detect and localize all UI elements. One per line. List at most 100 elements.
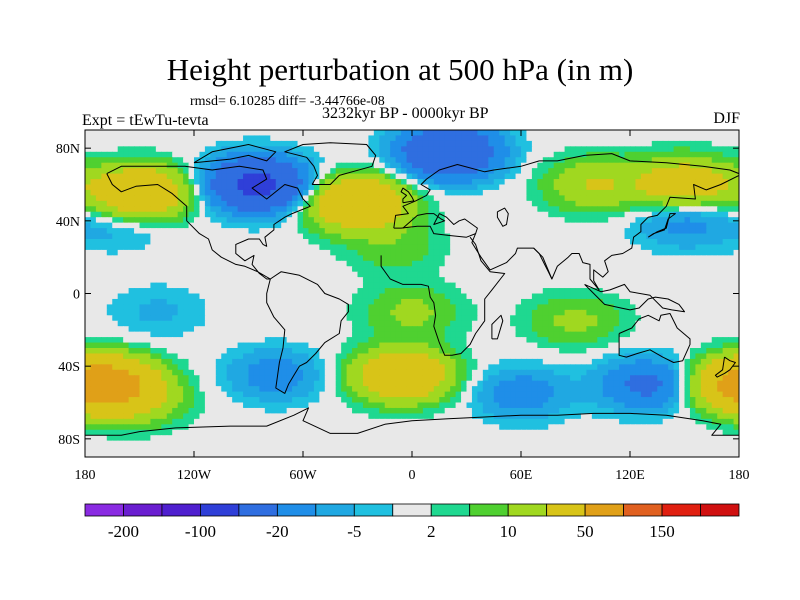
field-cell [575,211,582,218]
field-cell [433,135,440,142]
field-cell [406,151,413,158]
field-cell [630,135,637,142]
field-cell [657,195,664,202]
field-cell [243,320,250,327]
field-cell [559,135,566,142]
field-cell [602,266,609,273]
field-cell [199,348,206,355]
field-cell [243,157,250,164]
field-cell [85,233,92,240]
field-cell [564,146,571,153]
field-cell [570,244,577,251]
field-cell [619,277,626,284]
field-cell [368,228,375,235]
field-cell [510,140,517,147]
field-cell [155,342,162,349]
field-cell [482,140,489,147]
field-cell [597,293,604,300]
field-cell [335,206,342,213]
field-cell [662,315,669,322]
field-cell [711,331,718,338]
field-cell [292,282,299,289]
field-cell [624,200,631,207]
field-cell [635,320,642,327]
field-cell [134,206,141,213]
field-cell [711,309,718,316]
field-cell [428,277,435,284]
field-cell [362,239,369,246]
field-cell [700,244,707,251]
field-cell [662,260,669,267]
field-cell [657,348,664,355]
field-cell [106,298,113,305]
field-cell [504,184,511,191]
field-cell [270,277,277,284]
field-cell [466,135,473,142]
field-cell [324,315,331,322]
field-cell [237,255,244,262]
field-cell [253,162,260,169]
field-cell [357,195,364,202]
field-cell [161,157,168,164]
field-cell [335,195,342,202]
field-cell [586,140,593,147]
field-cell [101,200,108,207]
field-cell [172,342,179,349]
field-cell [586,337,593,344]
field-cell [640,179,647,186]
field-cell [286,315,293,322]
field-cell [608,309,615,316]
field-cell [123,266,130,273]
field-cell [499,233,506,240]
field-cell [264,179,271,186]
field-cell [526,179,533,186]
field-cell [232,244,239,251]
field-cell [221,157,228,164]
field-cell [728,211,735,218]
field-cell [172,222,179,229]
field-cell [461,195,468,202]
field-cell [510,233,517,240]
field-cell [95,135,102,142]
field-cell [199,157,206,164]
field-cell [232,228,239,235]
field-cell [357,189,364,196]
field-cell [303,233,310,240]
field-cell [717,331,724,338]
field-cell [177,249,184,256]
field-cell [357,179,364,186]
field-cell [406,266,413,273]
field-cell [237,320,244,327]
field-cell [335,353,342,360]
field-cell [510,239,517,246]
field-cell [357,146,364,153]
field-cell [248,288,255,295]
field-cell [433,130,440,137]
field-cell [444,331,451,338]
field-cell [373,233,380,240]
field-cell [166,326,173,333]
field-cell [717,255,724,262]
field-cell [215,277,222,284]
field-cell [324,189,331,196]
field-cell [580,157,587,164]
field-cell [657,211,664,218]
field-cell [297,217,304,224]
field-cell [362,331,369,338]
field-cell [341,162,348,169]
field-cell [248,146,255,153]
field-cell [564,168,571,175]
field-cell [488,211,495,218]
field-cell [123,244,130,251]
field-cell [253,320,260,327]
field-cell [722,293,729,300]
field-cell [417,184,424,191]
field-cell [722,184,729,191]
field-cell [488,309,495,316]
field-cell [548,298,555,305]
field-cell [292,157,299,164]
field-cell [384,244,391,251]
field-cell [194,157,201,164]
field-cell [657,271,664,278]
field-cell [128,217,135,224]
